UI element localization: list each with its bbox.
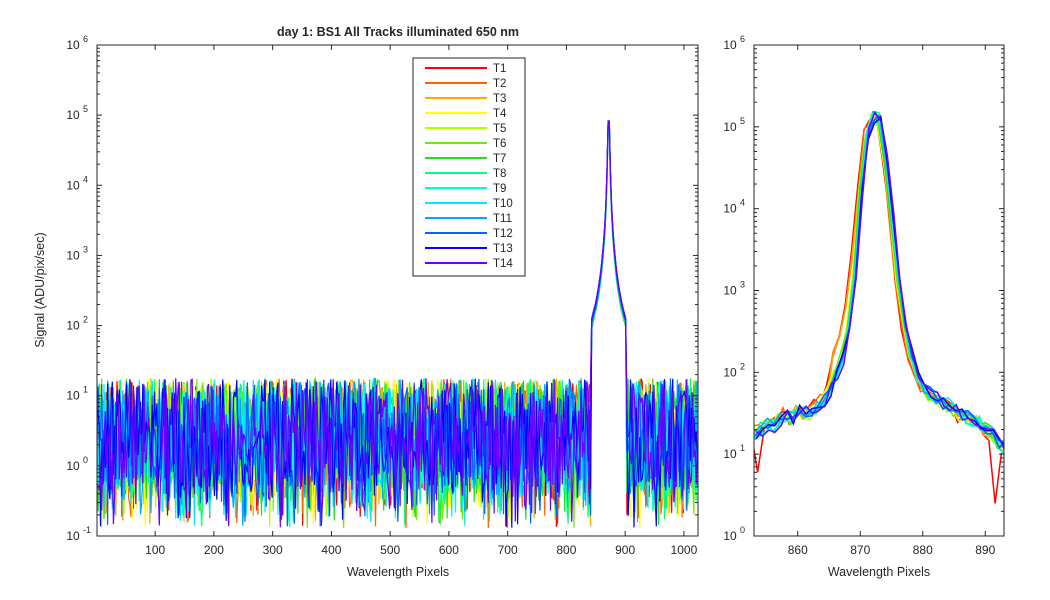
main-y-tick-exponent: 3 xyxy=(83,244,88,254)
zoom-y-tick-exponent: 2 xyxy=(740,361,745,371)
zoom-y-tick-exponent: 5 xyxy=(740,116,745,126)
main-y-tick-label: 10 xyxy=(66,38,80,52)
main-y-tick-exponent: 0 xyxy=(83,455,88,465)
main-y-tick-exponent: 2 xyxy=(83,315,88,325)
zoom-y-tick-exponent: 1 xyxy=(740,443,745,453)
main-y-tick-label: 10 xyxy=(66,459,80,473)
zoom-y-tick-exponent: 3 xyxy=(740,280,745,290)
zoom-x-tick-label: 880 xyxy=(913,543,933,557)
main-y-tick-label: 10 xyxy=(66,389,80,403)
zoom-series-line-T3 xyxy=(754,116,1003,453)
zoom-series-line-T7 xyxy=(754,119,1004,447)
zoom-y-tick-label: 10 xyxy=(723,120,737,134)
zoom-series-line-T5 xyxy=(754,124,1004,446)
main-x-tick-label: 100 xyxy=(145,543,165,557)
main-plot-title: day 1: BS1 All Tracks illuminated 650 nm xyxy=(277,25,519,39)
zoom-y-tick-exponent: 4 xyxy=(740,198,745,208)
zoom-y-tick-label: 10 xyxy=(723,202,737,216)
main-y-tick-label: 10 xyxy=(66,178,80,192)
main-series-line-T14 xyxy=(97,120,698,528)
main-x-tick-label: 600 xyxy=(439,543,459,557)
zoom-series-line-T10 xyxy=(754,111,1004,455)
main-y-tick-exponent: 1 xyxy=(83,385,88,395)
zoom-y-tick-label: 10 xyxy=(723,529,737,543)
legend: T1 T2 T3 T4 T5 T6 T7 T8 T9 T10 T11 T12 T13 T14 xyxy=(412,57,526,277)
main-y-tick-label: 10 xyxy=(66,108,80,122)
zoom-series-line-T4 xyxy=(754,112,1004,449)
main-plot-axes xyxy=(96,44,699,537)
legend-label-T2: T2 xyxy=(493,78,506,90)
legend-label-T5: T5 xyxy=(493,123,506,135)
legend-label-T10: T10 xyxy=(493,198,513,210)
zoom-series-line-T14 xyxy=(755,110,1004,451)
main-x-tick-label: 800 xyxy=(556,543,576,557)
zoom-x-tick-label: 890 xyxy=(975,543,995,557)
main-x-tick-label: 400 xyxy=(321,543,341,557)
legend-label-T8: T8 xyxy=(493,168,506,180)
zoom-series-line-T9 xyxy=(754,122,1004,451)
main-x-tick-label: 900 xyxy=(615,543,635,557)
main-y-tick-exponent: 5 xyxy=(83,104,88,114)
zoom-series-line-T1 xyxy=(754,117,1003,504)
zoom-series-line-T2 xyxy=(754,113,1003,444)
zoom-y-tick-exponent: 6 xyxy=(740,34,745,44)
legend-label-T6: T6 xyxy=(493,138,506,150)
main-y-tick-exponent: 4 xyxy=(83,174,88,184)
zoom-x-axis-label: Wavelength Pixels xyxy=(828,565,930,579)
zoom-y-tick-label: 10 xyxy=(723,365,737,379)
zoom-y-tick-label: 10 xyxy=(723,284,737,298)
main-x-tick-label: 1000 xyxy=(671,543,698,557)
legend-label-T12: T12 xyxy=(493,228,513,240)
main-x-axis-label: Wavelength Pixels xyxy=(347,565,449,579)
legend-label-T3: T3 xyxy=(493,93,506,105)
main-x-tick-label: 500 xyxy=(380,543,400,557)
zoom-y-tick-label: 10 xyxy=(723,38,737,52)
zoom-x-tick-label: 860 xyxy=(788,543,808,557)
zoom-series-line-T8 xyxy=(754,110,1004,447)
legend-label-T7: T7 xyxy=(493,153,506,165)
legend-label-T11: T11 xyxy=(493,213,512,225)
zoom-y-tick-label: 10 xyxy=(723,447,737,461)
main-plot-panel: day 1: BS1 All Tracks illuminated 650 nm… xyxy=(33,25,699,579)
legend-box xyxy=(412,57,526,277)
main-y-tick-label: 10 xyxy=(66,529,80,543)
main-x-tick-label: 700 xyxy=(498,543,518,557)
zoom-x-tick-label: 870 xyxy=(850,543,870,557)
legend-label-T1: T1 xyxy=(493,63,506,75)
zoom-y-tick-exponent: 0 xyxy=(740,525,745,535)
zoom-series-line-T13 xyxy=(755,116,1004,445)
legend-label-T14: T14 xyxy=(493,258,513,270)
main-y-tick-label: 10 xyxy=(66,319,80,333)
legend-label-T13: T13 xyxy=(493,243,513,255)
main-y-tick-exponent: -1 xyxy=(83,525,91,535)
main-y-tick-label: 10 xyxy=(66,248,80,262)
main-x-tick-label: 300 xyxy=(263,543,283,557)
main-y-tick-exponent: 6 xyxy=(83,34,88,44)
legend-label-T4: T4 xyxy=(493,108,507,120)
zoom-series-line-T11 xyxy=(754,110,1004,443)
legend-label-T9: T9 xyxy=(493,183,506,195)
main-y-axis-label: Signal (ADU/pix/sec) xyxy=(33,232,47,347)
zoom-series-line-T12 xyxy=(754,114,1004,450)
zoom-series-line-T6 xyxy=(754,118,1004,452)
main-x-tick-label: 200 xyxy=(204,543,224,557)
